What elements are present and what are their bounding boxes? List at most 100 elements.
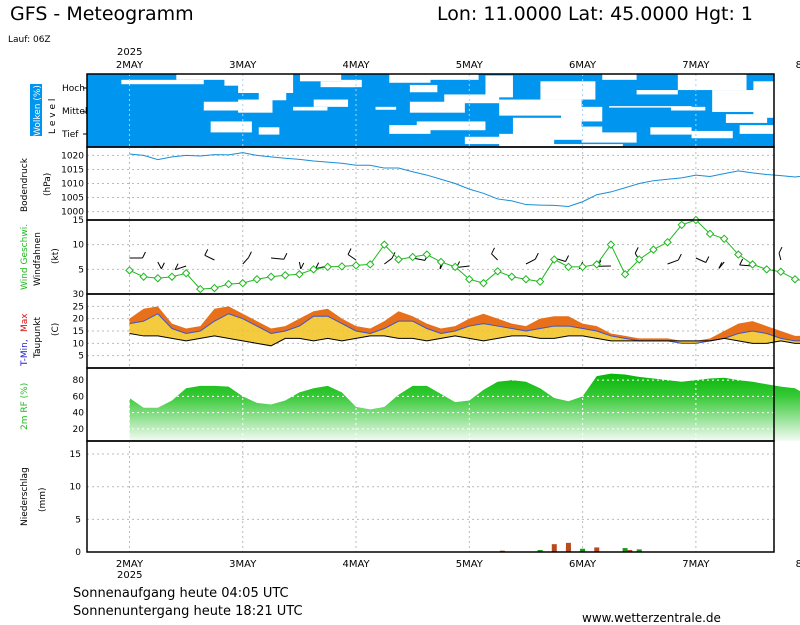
wind-barb-feather — [347, 248, 352, 255]
precip-bar-brown — [565, 542, 571, 552]
chart-title: GFS - Meteogramm — [10, 3, 194, 25]
cloud-cover-block — [464, 136, 513, 145]
cloud-cover-block — [677, 74, 747, 91]
wind-barb-feather — [534, 252, 539, 260]
tmin-line — [129, 313, 800, 344]
day-label-top: 4MAY — [342, 60, 370, 71]
wind-speed-marker — [705, 229, 715, 239]
precip-bar-green — [622, 548, 628, 552]
cloud-cover-block — [430, 74, 479, 80]
wind-barb-feather — [739, 258, 744, 266]
wind-barb-feather — [174, 263, 179, 270]
precip-tick-label: 0 — [75, 548, 81, 558]
wind-barb — [174, 265, 187, 271]
wind-barb-feather — [718, 262, 723, 269]
cloud-cover-block — [203, 101, 252, 111]
cloud-cover-block — [540, 81, 596, 100]
wind-tick-label: 10 — [73, 241, 85, 251]
cloud-cover-block — [609, 106, 692, 108]
cloud-cover-block — [313, 99, 349, 107]
wind-speed-marker — [309, 265, 318, 274]
precip-tick-label: 5 — [75, 515, 81, 525]
wind-speed-marker — [323, 262, 332, 272]
wind-barb — [778, 252, 782, 261]
day-label-bottom: 5MAY — [456, 559, 484, 570]
wind-speed-marker — [139, 272, 148, 281]
wind-speed-marker — [436, 257, 446, 267]
wind-barb — [667, 259, 679, 265]
wind-speed-marker — [649, 245, 658, 254]
level-label: L e v e l — [48, 99, 58, 134]
wind-speed-marker — [125, 266, 134, 275]
dewpoint-label: Taupunkt — [33, 316, 43, 359]
wind-unit: (kt) — [51, 248, 61, 264]
day-label-bottom: 6MAY — [569, 559, 597, 570]
wind-barb-feather — [391, 252, 396, 259]
wind-speed-marker — [224, 279, 233, 289]
location-info: Lon: 11.0000 Lat: 45.0000 Hgt: 1 — [437, 3, 753, 25]
cloud-axis-label: Wolken (%) — [30, 84, 43, 136]
wind-speed-marker — [465, 274, 474, 284]
wind-barb-feather — [142, 251, 146, 259]
wind-speed-marker — [507, 272, 517, 281]
wind-speed-marker — [408, 252, 417, 262]
day-label-top: 3MAY — [229, 60, 257, 71]
day-label-top: 5MAY — [456, 60, 484, 71]
level-hoch: Hoch — [62, 84, 85, 94]
wind-barb — [242, 257, 249, 265]
precipitation-panel-frame — [86, 440, 775, 553]
wind-speed-marker — [564, 262, 573, 272]
run-info: Lauf: 06Z — [8, 35, 51, 45]
precip-bar-brown — [551, 544, 557, 552]
cloud-cover-block — [293, 106, 328, 111]
day-label-top: 8MAY — [796, 60, 800, 71]
wind-barb-feather — [248, 251, 252, 258]
cloud-cover-block — [375, 106, 397, 110]
wind-speed-marker — [677, 220, 686, 230]
wind-barb — [204, 254, 215, 261]
cloud-cover-block — [636, 90, 678, 95]
day-labels: 2MAY 2MAY 3MAY 3MAY 4MAY 4MAY 5MAY 5MAY 6MAY 6MAY… — [116, 60, 800, 570]
cloud-cover-block — [416, 121, 486, 131]
wind-speed-marker — [479, 278, 488, 288]
cloud-cover-block — [725, 114, 768, 123]
pressure-label: Bodendruck — [20, 157, 30, 212]
wind-barb — [384, 257, 393, 265]
wind-barb — [298, 261, 302, 270]
temp-tick-label: 30 — [73, 290, 85, 300]
wind-speed-marker — [266, 272, 276, 281]
wind-tick-label: 5 — [78, 265, 84, 275]
sunset-info: Sonnenuntergang heute 18:21 UTC — [73, 604, 303, 619]
wind-tick-label: 15 — [73, 216, 84, 226]
wind-speed-marker — [790, 274, 800, 284]
wind-speed-marker — [620, 270, 630, 279]
day-label-bottom: 2MAY — [116, 559, 144, 570]
wind-barb — [525, 258, 536, 265]
rh-label: 2m RF (%) — [20, 383, 30, 430]
windflags-label: Windfahnen — [33, 232, 43, 286]
pressure-tick-label: 1010 — [61, 180, 84, 190]
wind-barb-feather — [677, 253, 682, 261]
cloud-cover-block — [258, 92, 287, 101]
rh-tick-label: 40 — [73, 409, 85, 419]
website-link[interactable]: www.wetterzentrale.de — [582, 611, 721, 625]
tmin-band — [129, 313, 800, 346]
wind-speed-marker — [380, 240, 389, 249]
cloud-cover-block — [444, 94, 500, 104]
cloud-cover-block — [389, 125, 431, 134]
wind-speed-marker — [337, 262, 347, 271]
pressure-line — [129, 152, 800, 208]
precip-tick-label: 10 — [70, 483, 82, 493]
rh-area — [129, 373, 800, 441]
wind-barb — [271, 257, 284, 260]
level-mittel: Mittel — [62, 107, 87, 117]
cloud-cover-block — [238, 99, 273, 113]
pressure-tick-label: 1015 — [61, 165, 84, 175]
wind-speed-marker — [422, 250, 432, 259]
rh-tick-label: 20 — [73, 425, 85, 435]
wind-speed-marker — [634, 255, 644, 264]
cloud-cover-block — [299, 74, 342, 82]
wind-barb-feather — [160, 262, 165, 269]
tmax-label: Max — [20, 313, 30, 332]
